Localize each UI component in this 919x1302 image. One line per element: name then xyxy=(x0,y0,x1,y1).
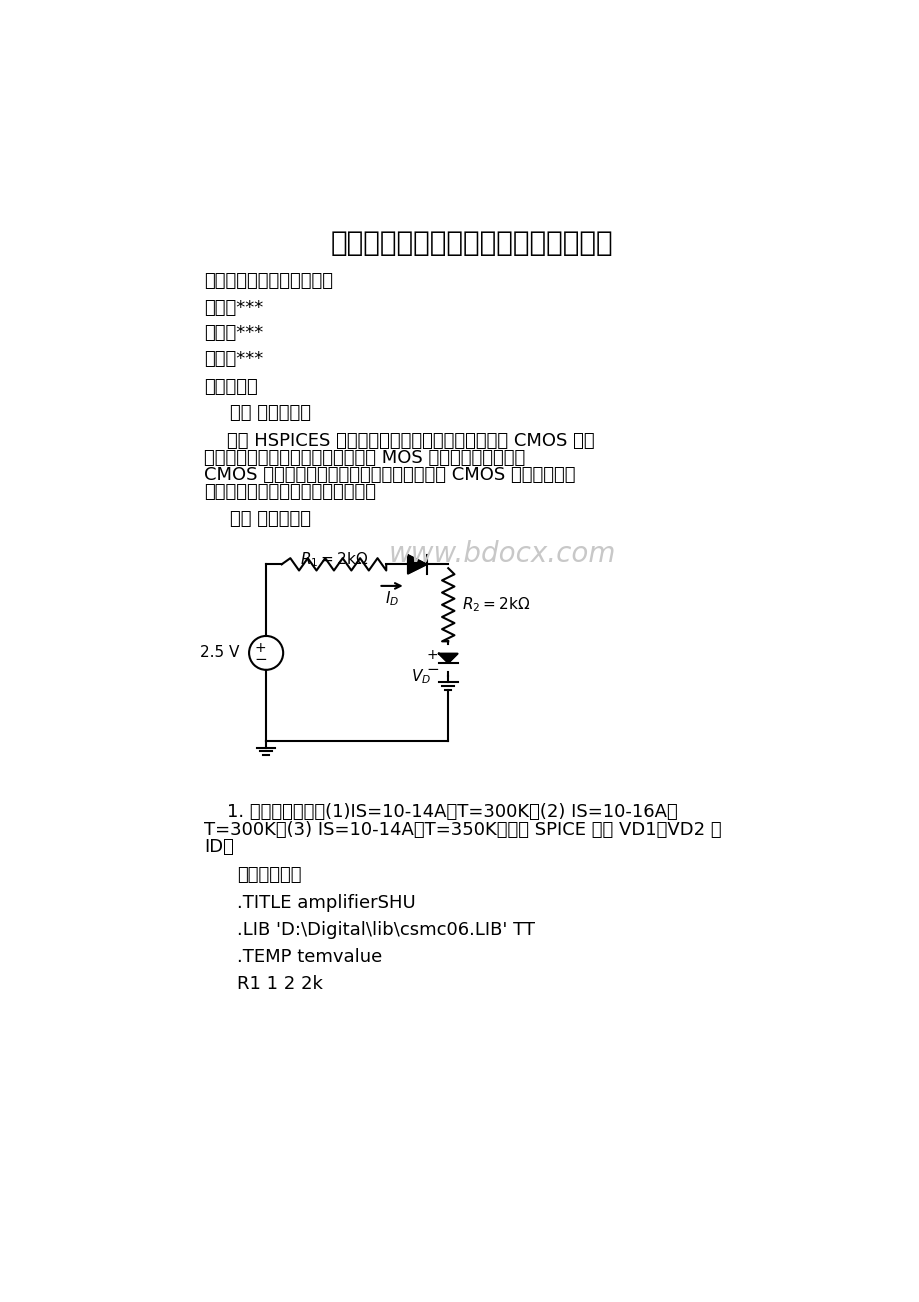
Text: 班级：***: 班级：*** xyxy=(204,324,263,342)
Text: 【仿真代码】: 【仿真代码】 xyxy=(237,866,301,884)
Text: 西电微电子学院数字集成电路上机作业: 西电微电子学院数字集成电路上机作业 xyxy=(330,229,612,258)
Text: 二、 实验内容：: 二、 实验内容： xyxy=(230,510,311,529)
Text: −: − xyxy=(425,661,438,677)
Text: 一、 实验目的：: 一、 实验目的： xyxy=(230,404,311,422)
Text: 1. 由上图所示，令(1)IS=10-14A，T=300K；(2) IS=10-16A，: 1. 由上图所示，令(1)IS=10-14A，T=300K；(2) IS=10-… xyxy=(204,803,677,822)
Text: ID。: ID。 xyxy=(204,838,233,857)
Text: 器的直流特性，通过改变电源电压及 MOS 管的宽长比得到一组: 器的直流特性，通过改变电源电压及 MOS 管的宽长比得到一组 xyxy=(204,449,525,467)
Text: 输特性曲线的影响因素和调整方法。: 输特性曲线的影响因素和调整方法。 xyxy=(204,483,376,501)
Text: www.bdocx.com: www.bdocx.com xyxy=(389,540,616,568)
Text: .TEMP temvalue: .TEMP temvalue xyxy=(237,948,382,966)
Text: $I_D$: $I_D$ xyxy=(384,589,399,608)
Text: 姓名：***: 姓名：*** xyxy=(204,298,263,316)
Text: 《数字集成电路》上机实验: 《数字集成电路》上机实验 xyxy=(204,272,333,290)
Text: 第一次实验: 第一次实验 xyxy=(204,378,257,396)
Text: −: − xyxy=(254,651,267,667)
Polygon shape xyxy=(407,555,426,574)
Text: T=300K；(3) IS=10-14A，T=350K，利用 SPICE 求解 VD1、VD2 和: T=300K；(3) IS=10-14A，T=350K，利用 SPICE 求解 … xyxy=(204,820,721,838)
Text: $R_1 = 2\mathrm{k}\Omega$: $R_1 = 2\mathrm{k}\Omega$ xyxy=(300,551,368,569)
Text: $V_D$: $V_D$ xyxy=(411,668,431,686)
Text: 掌握 HSPICES 软件的使用方法，用于分析二极管及 CMOS 反相: 掌握 HSPICES 软件的使用方法，用于分析二极管及 CMOS 反相 xyxy=(204,432,594,450)
Text: CMOS 反相器的电压传输特性曲线，从而理解 CMOS 反相器电压传: CMOS 反相器的电压传输特性曲线，从而理解 CMOS 反相器电压传 xyxy=(204,466,575,484)
Text: R1 1 2 2k: R1 1 2 2k xyxy=(237,975,323,992)
Text: .LIB 'D:\Digital\lib\csmc06.LIB' TT: .LIB 'D:\Digital\lib\csmc06.LIB' TT xyxy=(237,921,535,939)
Text: +: + xyxy=(426,648,438,663)
Text: 学号：***: 学号：*** xyxy=(204,349,263,367)
Text: $R_2 = 2\mathrm{k}\Omega$: $R_2 = 2\mathrm{k}\Omega$ xyxy=(461,595,530,615)
Polygon shape xyxy=(438,654,457,663)
Text: 2.5 V: 2.5 V xyxy=(199,646,239,660)
Text: +: + xyxy=(255,641,267,655)
Text: .TITLE amplifierSHU: .TITLE amplifierSHU xyxy=(237,894,415,911)
